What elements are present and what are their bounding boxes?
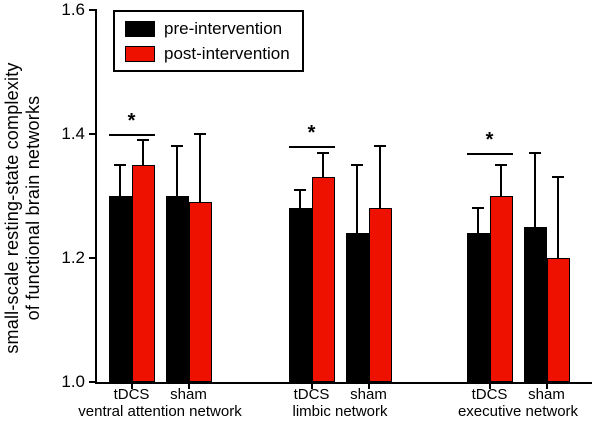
bar-pre-intervention-sham [345, 233, 369, 382]
significance-bracket [466, 152, 513, 155]
plot-area: pre-intervention post-intervention 1.0 1.… [61, 0, 592, 420]
error-bar-line [322, 152, 324, 178]
x-tick [310, 382, 313, 389]
x-tick [545, 382, 548, 389]
legend: pre-intervention post-intervention [113, 10, 304, 72]
bar-pre-intervention-tDCS [288, 208, 312, 382]
significance-bracket [288, 146, 335, 149]
error-bar-cap [137, 139, 149, 142]
bar-pre-intervention-tDCS [466, 233, 490, 382]
significance-star: * [127, 110, 136, 132]
y-axis-label-line: of functional brain networks [23, 95, 43, 321]
bar-post-intervention-sham [368, 208, 392, 382]
error-bar-cap [317, 151, 329, 154]
x-tick-label-sham: sham [528, 386, 565, 403]
error-bar-line [500, 165, 502, 196]
legend-item-pre-intervention: pre-intervention [125, 19, 290, 38]
error-bar-line [356, 165, 358, 234]
significance-star: * [485, 128, 494, 151]
y-tick-label: 1.6 [61, 0, 85, 19]
error-bar-line [199, 134, 201, 203]
y-tick [89, 257, 97, 259]
error-bar-line [557, 177, 559, 258]
x-tick [488, 382, 491, 389]
legend-swatch-post-intervention [125, 45, 155, 62]
error-bar-line [142, 140, 144, 165]
x-tick-label-sham: sham [170, 386, 207, 403]
bar-pre-intervention-sham [165, 196, 189, 382]
error-bar-cap [194, 133, 206, 135]
error-bar-line [534, 152, 536, 227]
error-bar-line [119, 165, 121, 196]
legend-label-pre-intervention: pre-intervention [164, 19, 283, 38]
legend-label-post-intervention: post-intervention [164, 44, 290, 63]
y-tick-label: 1.4 [61, 124, 85, 143]
bar-post-intervention-tDCS [489, 196, 513, 382]
error-bar-cap [114, 164, 126, 166]
error-bar-line [176, 146, 178, 196]
legend-swatch-pre-intervention [125, 20, 155, 37]
x-tick [367, 382, 370, 389]
x-tick-label-tDCS: tDCS [293, 386, 330, 403]
bar-pre-intervention-tDCS [108, 196, 132, 382]
bar-post-intervention-sham [546, 258, 570, 382]
bar-post-intervention-tDCS [131, 165, 155, 382]
error-bar-cap [171, 145, 183, 148]
error-bar-cap [529, 151, 541, 154]
significance-star: * [307, 122, 316, 145]
bar-pre-intervention-sham [523, 227, 547, 382]
group-label-limbic-network: limbic network [292, 403, 388, 420]
y-tick-label: 1.2 [61, 248, 85, 267]
error-bar-cap [351, 164, 363, 166]
bar-post-intervention-tDCS [311, 177, 335, 382]
x-tick-label-tDCS: tDCS [113, 386, 150, 403]
error-bar-cap [374, 145, 386, 148]
significance-bracket [108, 134, 155, 136]
y-tick [89, 133, 97, 135]
error-bar-cap [294, 188, 306, 191]
y-tick [89, 9, 97, 11]
y-tick [89, 381, 97, 383]
legend-item-post-intervention: post-intervention [125, 44, 290, 63]
error-bar-cap [495, 164, 507, 166]
error-bar-line [299, 189, 301, 209]
bar-post-intervention-sham [188, 202, 212, 382]
group-label-ventral-attention-network: ventral attention network [78, 403, 242, 420]
error-bar-line [477, 208, 479, 234]
x-tick-label-sham: sham [350, 386, 387, 403]
y-tick-label: 1.0 [61, 372, 85, 391]
error-bar-cap [472, 207, 484, 210]
y-axis-label: small-scale resting-state complexity of f… [2, 8, 44, 408]
x-tick [130, 382, 133, 389]
error-bar-cap [552, 176, 564, 179]
x-tick-label-tDCS: tDCS [471, 386, 508, 403]
group-label-executive-network: executive network [457, 403, 579, 420]
x-tick [187, 382, 190, 389]
error-bar-line [379, 146, 381, 209]
y-axis-label-line: small-scale resting-state complexity [2, 62, 22, 354]
